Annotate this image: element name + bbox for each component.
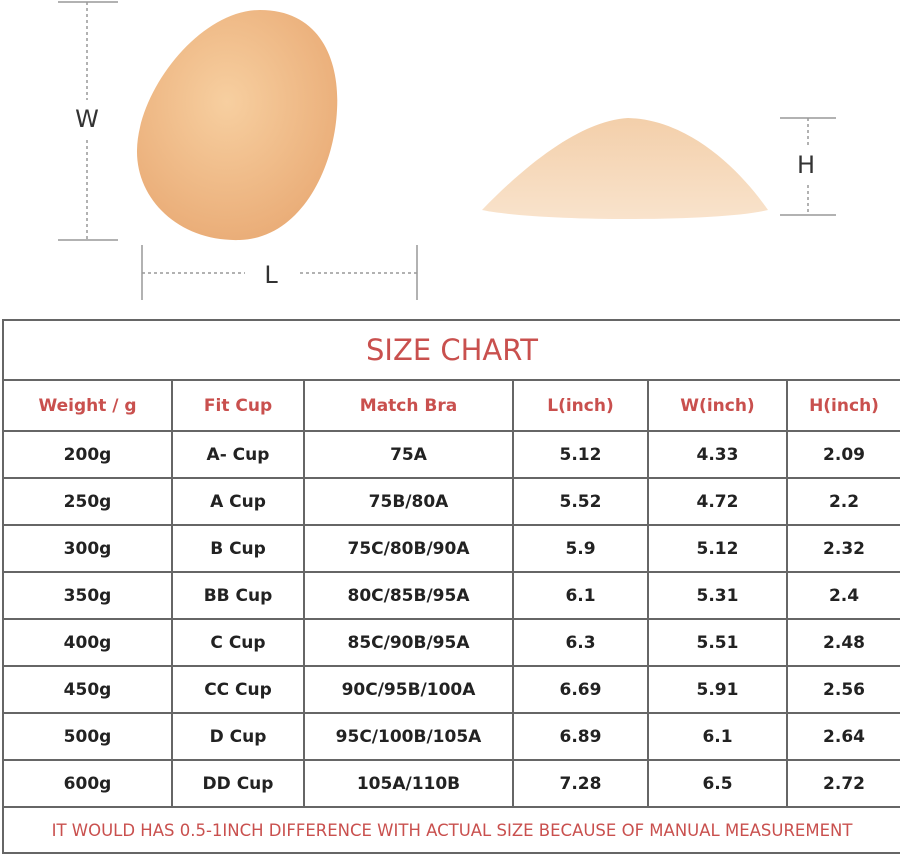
data-cell: 250g bbox=[2, 477, 173, 526]
data-cell: A Cup bbox=[171, 477, 305, 526]
data-cell: 5.52 bbox=[512, 477, 649, 526]
data-cell: 75A bbox=[303, 430, 514, 479]
data-cell: 80C/85B/95A bbox=[303, 571, 514, 620]
data-cell: D Cup bbox=[171, 712, 305, 761]
length-label: L bbox=[264, 261, 278, 289]
data-cell: 5.12 bbox=[647, 524, 788, 573]
title-row: SIZE CHART bbox=[1, 319, 900, 381]
header-cell: H(inch) bbox=[785, 379, 900, 432]
data-cell: 2.2 bbox=[785, 477, 900, 526]
header-cell: L(inch) bbox=[512, 379, 649, 432]
data-cell: 2.32 bbox=[785, 524, 900, 573]
data-cell: 75C/80B/90A bbox=[303, 524, 514, 573]
data-cell: 5.12 bbox=[512, 430, 649, 479]
header-cell: Match Bra bbox=[303, 379, 514, 432]
data-cell: 2.56 bbox=[785, 665, 900, 714]
data-row: 200g A- Cup 75A 5.12 4.33 2.09 bbox=[2, 430, 900, 479]
data-row: 600g DD Cup 105A/110B 7.28 6.5 2.72 bbox=[2, 759, 900, 808]
data-cell: 85C/90B/95A bbox=[303, 618, 514, 667]
data-row: 250g A Cup 75B/80A 5.52 4.72 2.2 bbox=[2, 477, 900, 526]
front-view bbox=[136, 10, 338, 241]
data-cell: 5.91 bbox=[647, 665, 788, 714]
data-cell: 95C/100B/105A bbox=[303, 712, 514, 761]
data-cell: 4.72 bbox=[647, 477, 788, 526]
header-cell: W(inch) bbox=[647, 379, 788, 432]
data-cell: A- Cup bbox=[171, 430, 305, 479]
data-cell: CC Cup bbox=[171, 665, 305, 714]
data-cell: 500g bbox=[2, 712, 173, 761]
product-illustration: W L H bbox=[58, 1, 836, 300]
data-cell: 105A/110B bbox=[303, 759, 514, 808]
size-chart: SIZE CHART Weight / g Fit Cup Match Bra L(in… bbox=[1, 319, 900, 854]
header-row: Weight / g Fit Cup Match Bra L(inch) W(inch)… bbox=[2, 379, 900, 432]
data-cell: C Cup bbox=[171, 618, 305, 667]
data-cell: 5.31 bbox=[647, 571, 788, 620]
data-cell: 5.9 bbox=[512, 524, 649, 573]
data-cell: 350g bbox=[2, 571, 173, 620]
data-cell: 7.28 bbox=[512, 759, 649, 808]
data-cell: 6.1 bbox=[512, 571, 649, 620]
data-cell: 200g bbox=[2, 430, 173, 479]
data-row: 500g D Cup 95C/100B/105A 6.89 6.1 2.64 bbox=[2, 712, 900, 761]
note: IT WOULD HAS 0.5-1INCH DIFFERENCE WITH A… bbox=[1, 806, 900, 854]
data-cell: 6.3 bbox=[512, 618, 649, 667]
data-cell: 5.51 bbox=[647, 618, 788, 667]
data-cell: 75B/80A bbox=[303, 477, 514, 526]
data-cell: 600g bbox=[2, 759, 173, 808]
data-cell: 6.89 bbox=[512, 712, 649, 761]
data-cell: 2.64 bbox=[785, 712, 900, 761]
data-cell: 4.33 bbox=[647, 430, 788, 479]
data-row: 350g BB Cup 80C/85B/95A 6.1 5.31 2.4 bbox=[2, 571, 900, 620]
data-cell: B Cup bbox=[171, 524, 305, 573]
side-view bbox=[482, 118, 768, 219]
data-cell: 2.09 bbox=[785, 430, 900, 479]
data-cell: 6.5 bbox=[647, 759, 788, 808]
header-cell: Weight / g bbox=[2, 379, 173, 432]
data-row: 300g B Cup 75C/80B/90A 5.9 5.12 2.32 bbox=[2, 524, 900, 573]
width-label: W bbox=[75, 105, 99, 133]
data-cell: 300g bbox=[2, 524, 173, 573]
data-cell: 90C/95B/100A bbox=[303, 665, 514, 714]
table-title: SIZE CHART bbox=[1, 319, 900, 381]
data-cell: 450g bbox=[2, 665, 173, 714]
height-label: H bbox=[797, 151, 815, 179]
data-cell: 2.4 bbox=[785, 571, 900, 620]
data-cell: BB Cup bbox=[171, 571, 305, 620]
data-cell: 2.72 bbox=[785, 759, 900, 808]
header-cell: Fit Cup bbox=[171, 379, 305, 432]
data-row: 400g C Cup 85C/90B/95A 6.3 5.51 2.48 bbox=[2, 618, 900, 667]
data-cell: 2.48 bbox=[785, 618, 900, 667]
data-cell: 6.69 bbox=[512, 665, 649, 714]
data-cell: DD Cup bbox=[171, 759, 305, 808]
data-cell: 400g bbox=[2, 618, 173, 667]
note-row: IT WOULD HAS 0.5-1INCH DIFFERENCE WITH A… bbox=[1, 806, 900, 854]
data-cell: 6.1 bbox=[647, 712, 788, 761]
dimension-lines bbox=[58, 1, 836, 300]
data-row: 450g CC Cup 90C/95B/100A 6.69 5.91 2.56 bbox=[2, 665, 900, 714]
